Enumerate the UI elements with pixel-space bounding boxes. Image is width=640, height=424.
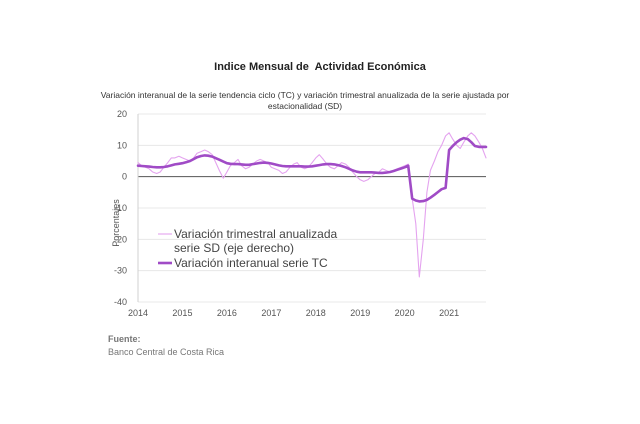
source-text: Banco Central de Costa Rica [108,347,225,357]
chart-subtitle: Variación interanual de la serie tendenc… [100,90,510,111]
y-tick-label: -10 [114,203,127,213]
x-tick-label: 2016 [217,308,237,318]
source-label: Fuente: [108,334,141,344]
series-line [137,132,487,278]
series-lines [136,132,488,278]
series-line [136,136,488,203]
x-tick-label: 2020 [395,308,415,318]
x-tick-label: 2015 [172,308,192,318]
chart-title: Indice Mensual de Actividad Económica [214,61,426,73]
legend-label: Variación trimestral anualizada [174,227,338,241]
y-tick-label: 20 [117,109,127,119]
legend-label: Variación interanual serie TC [174,256,328,270]
grid [138,113,486,303]
x-tick-label: 2019 [350,308,370,318]
x-tick-label: 2014 [128,308,148,318]
y-tick-label: -40 [114,297,127,307]
y-tick-label: -30 [114,266,127,276]
y-tick-label: 10 [117,140,127,150]
y-tick-label: -20 [114,234,127,244]
y-tick-label: 0 [122,172,127,182]
legend-label: serie SD (eje derecho) [174,241,294,255]
y-axis-label: Porcentajes [111,199,121,247]
x-tick-label: 2021 [439,308,459,318]
x-tick-label: 2018 [306,308,326,318]
x-tick-label: 2017 [261,308,281,318]
